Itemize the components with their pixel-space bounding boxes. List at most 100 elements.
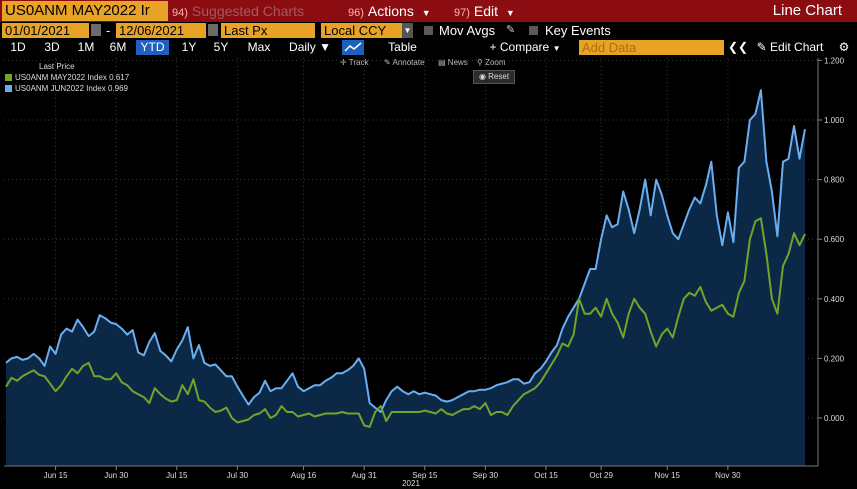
ticker-field[interactable]: US0ANM MAY2022 Ir bbox=[2, 1, 168, 21]
chevron-down-icon: ▼ bbox=[421, 8, 431, 18]
pencil-icon: ✎ bbox=[756, 40, 767, 54]
edit-label: Edit bbox=[473, 3, 499, 19]
zoom-label: Zoom bbox=[485, 58, 506, 67]
y-tick-label: 0.400 bbox=[824, 295, 845, 304]
reset-label: Reset bbox=[488, 72, 510, 81]
currency-select[interactable]: Local CCY bbox=[321, 23, 411, 38]
top-toolbar: US0ANM MAY2022 Ir 94) Suggested Charts 96… bbox=[0, 0, 857, 22]
x-tick-label: Aug 31 bbox=[351, 471, 377, 480]
crosshair-icon: ✛ bbox=[340, 58, 347, 67]
actions-number: 96) bbox=[348, 7, 364, 19]
series-area-fill bbox=[6, 90, 805, 466]
x-tick-label: Jul 30 bbox=[227, 471, 249, 480]
y-tick-label: 1.200 bbox=[824, 56, 845, 65]
chevron-down-icon[interactable]: ▼ bbox=[402, 23, 413, 38]
news-icon: ▤ bbox=[438, 58, 446, 67]
zoom-tool[interactable]: ⚲ Zoom bbox=[477, 58, 506, 67]
calendar-icon[interactable] bbox=[208, 24, 218, 36]
legend-title: Last Price bbox=[39, 62, 75, 71]
suggested-charts-button[interactable]: 94) Suggested Charts bbox=[172, 1, 304, 21]
y-tick-label: 1.000 bbox=[824, 116, 845, 125]
range-button-1m[interactable]: 1M bbox=[77, 40, 95, 54]
mov-avgs-label: Mov Avgs bbox=[439, 23, 496, 38]
y-tick-label: 0.000 bbox=[824, 414, 845, 423]
legend-name-jun: US0ANM JUN2022 Index bbox=[15, 84, 106, 93]
news-label: News bbox=[447, 58, 468, 67]
x-tick-label: Jun 30 bbox=[104, 471, 129, 480]
edit-chart-label: Edit Chart bbox=[770, 40, 824, 54]
edit-chart-button[interactable]: ✎ Edit Chart bbox=[752, 40, 828, 55]
date-separator: - bbox=[106, 23, 111, 38]
track-label: Track bbox=[348, 58, 369, 67]
range-bar: 1D 3D 1M 6M YTD 1Y 5Y Max Daily ▼ Table + Compa… bbox=[0, 39, 857, 56]
annotate-label: Annotate bbox=[392, 58, 425, 67]
legend-value-may: 0.617 bbox=[109, 73, 130, 82]
x-axis-label: 2021 bbox=[402, 479, 420, 488]
may-swatch-icon bbox=[5, 74, 12, 82]
series-line-may bbox=[5, 217, 806, 428]
end-date-input[interactable]: 12/06/2021 bbox=[116, 23, 206, 38]
reset-button[interactable]: ◉ Reset bbox=[473, 70, 515, 84]
key-events-checkbox[interactable] bbox=[529, 26, 538, 35]
x-tick-label: Aug 16 bbox=[291, 471, 317, 480]
field-select[interactable]: Last Px bbox=[221, 23, 315, 38]
suggested-charts-label: Suggested Charts bbox=[191, 3, 304, 19]
x-tick-label: Sep 15 bbox=[412, 471, 438, 480]
edit-number: 97) bbox=[454, 7, 470, 19]
jun-swatch-icon bbox=[5, 85, 12, 93]
y-tick-label: 0.800 bbox=[824, 176, 845, 185]
x-tick-label: Oct 29 bbox=[589, 471, 613, 480]
legend-item-jun: US0ANM JUN2022 Index 0.969 bbox=[5, 84, 128, 93]
frequency-label: Daily bbox=[289, 40, 316, 54]
range-button-5y[interactable]: 5Y bbox=[213, 40, 229, 54]
chevron-down-icon: ▼ bbox=[505, 8, 515, 18]
range-button-1y[interactable]: 1Y bbox=[181, 40, 197, 54]
range-button-max[interactable]: Max bbox=[247, 40, 271, 54]
legend-name-may: US0ANM MAY2022 Index bbox=[15, 73, 107, 82]
range-button-3d[interactable]: 3D bbox=[44, 40, 60, 54]
chart-type-title: Line Chart bbox=[772, 2, 842, 19]
add-data-input[interactable]: Add Data bbox=[579, 40, 724, 55]
range-button-1d[interactable]: 1D bbox=[10, 40, 26, 54]
y-tick-label: 0.600 bbox=[824, 235, 845, 244]
gear-icon[interactable]: ⚙ bbox=[838, 40, 850, 54]
table-button[interactable]: Table bbox=[388, 40, 417, 54]
triangle-down-icon: ▼ bbox=[319, 40, 331, 54]
range-button-6m[interactable]: 6M bbox=[109, 40, 127, 54]
range-button-ytd[interactable]: YTD bbox=[136, 40, 169, 55]
x-tick-label: Oct 15 bbox=[534, 471, 558, 480]
x-tick-label: Jul 15 bbox=[166, 471, 188, 480]
actions-menu-button[interactable]: 96) Actions ▼ bbox=[348, 1, 431, 21]
actions-label: Actions bbox=[367, 3, 414, 19]
magnifier-icon: ⚲ bbox=[477, 58, 483, 67]
frequency-dropdown[interactable]: Daily ▼ bbox=[285, 40, 335, 55]
news-tool[interactable]: ▤ News bbox=[438, 58, 468, 67]
parameter-bar: 01/01/2021 - 12/06/2021 Last Px Local CC… bbox=[0, 22, 857, 39]
start-date-input[interactable]: 01/01/2021 bbox=[2, 23, 89, 38]
x-tick-label: Jun 15 bbox=[44, 471, 69, 480]
legend-item-may: US0ANM MAY2022 Index 0.617 bbox=[5, 73, 129, 82]
compare-label: Compare bbox=[499, 40, 550, 54]
track-tool[interactable]: ✛ Track bbox=[340, 58, 368, 67]
calendar-icon[interactable] bbox=[91, 24, 101, 36]
compare-button[interactable]: + Compare ▼ bbox=[480, 40, 570, 55]
plus-icon: + bbox=[489, 40, 497, 54]
series-line-jun bbox=[5, 89, 806, 413]
edit-menu-button[interactable]: 97) Edit ▼ bbox=[454, 1, 515, 21]
legend-value-jun: 0.969 bbox=[107, 84, 128, 93]
x-tick-label: Nov 15 bbox=[655, 471, 681, 480]
suggested-charts-number: 94) bbox=[172, 7, 188, 19]
reset-icon: ◉ bbox=[478, 72, 486, 81]
collapse-icon[interactable]: ❮❮ bbox=[728, 40, 749, 54]
chevron-down-icon: ▼ bbox=[552, 44, 561, 53]
pencil-icon: ✎ bbox=[384, 58, 391, 67]
y-tick-label: 0.200 bbox=[824, 354, 845, 363]
mov-avgs-checkbox[interactable] bbox=[424, 26, 433, 35]
pencil-icon[interactable]: ✎ bbox=[506, 24, 516, 36]
x-tick-label: Sep 30 bbox=[473, 471, 499, 480]
line-chart-icon[interactable] bbox=[342, 40, 364, 55]
key-events-label: Key Events bbox=[545, 23, 611, 38]
x-tick-label: Nov 30 bbox=[715, 471, 741, 480]
annotate-tool[interactable]: ✎ Annotate bbox=[384, 58, 425, 67]
